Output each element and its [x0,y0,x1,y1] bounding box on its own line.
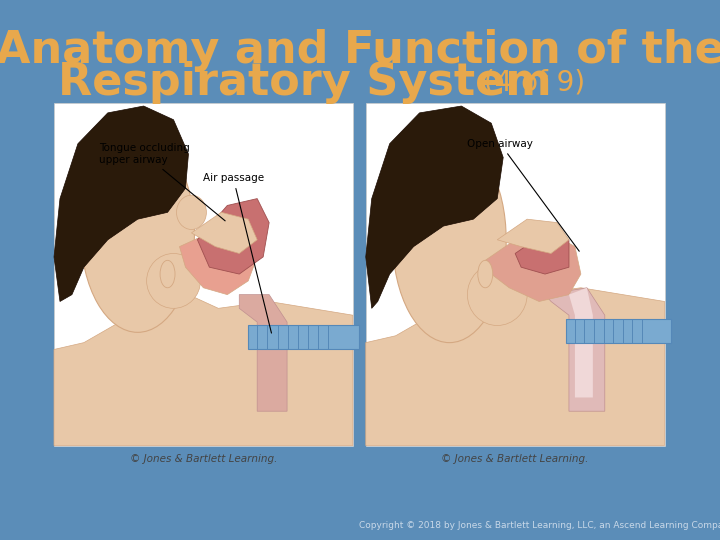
Polygon shape [545,288,605,411]
Text: Respiratory System: Respiratory System [58,60,552,104]
Polygon shape [498,219,569,253]
Text: © Jones & Bartlett Learning.: © Jones & Bartlett Learning. [130,455,277,464]
Text: (4 of 9): (4 of 9) [475,68,585,96]
Polygon shape [569,288,593,397]
Bar [54,103,353,446]
Bar [366,103,665,446]
Polygon shape [192,212,257,253]
Polygon shape [239,295,287,411]
Ellipse shape [176,195,207,230]
Polygon shape [366,281,665,446]
Text: Open airway: Open airway [467,139,580,251]
Polygon shape [366,106,503,308]
Ellipse shape [478,260,492,288]
Ellipse shape [392,137,506,342]
Ellipse shape [160,260,175,288]
Polygon shape [248,326,359,349]
Text: Air passage: Air passage [203,173,271,333]
Ellipse shape [147,253,200,308]
Polygon shape [485,233,581,301]
Polygon shape [566,319,670,342]
Text: Copyright © 2018 by Jones & Bartlett Learning, LLC, an Ascend Learning Company  : Copyright © 2018 by Jones & Bartlett Lea… [359,521,720,530]
Text: Tongue occluding
upper airway: Tongue occluding upper airway [99,143,225,221]
Polygon shape [179,233,257,295]
Text: Anatomy and Function of the: Anatomy and Function of the [0,29,720,71]
Text: © Jones & Bartlett Learning.: © Jones & Bartlett Learning. [441,455,589,464]
Polygon shape [54,295,353,446]
Ellipse shape [467,264,527,326]
Polygon shape [54,106,189,301]
Ellipse shape [81,133,194,332]
Polygon shape [197,199,269,274]
Polygon shape [516,233,569,274]
